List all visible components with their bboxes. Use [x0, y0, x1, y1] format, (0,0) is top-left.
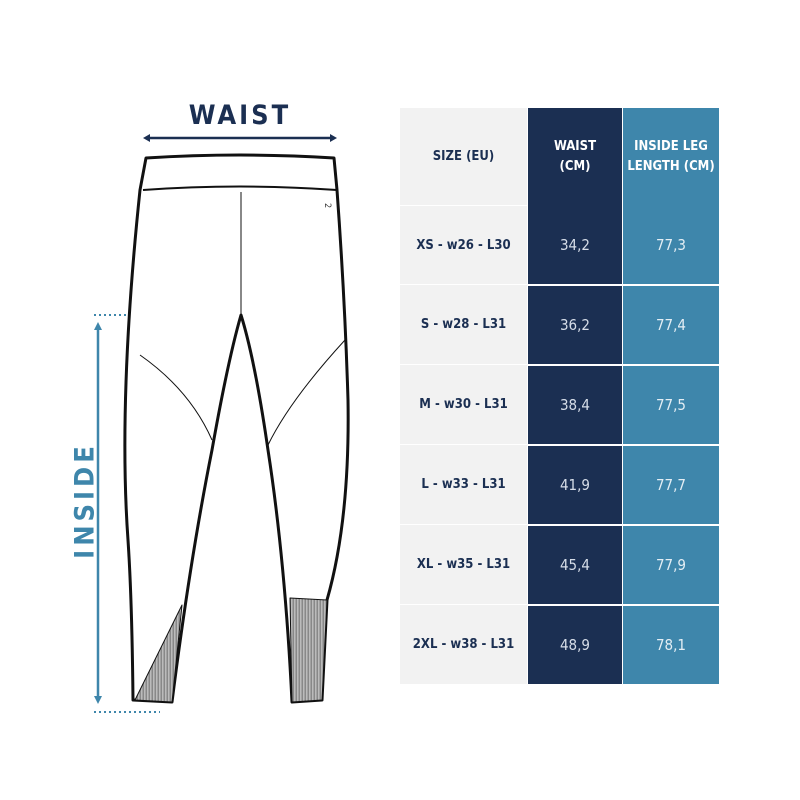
table-row: XL - w35 - L31 45,4 77,9: [400, 524, 719, 604]
size-cell: L - w33 - L31: [400, 444, 527, 524]
waist-cell: 34,2: [527, 205, 622, 284]
inside-leg-cell: 77,9: [622, 524, 719, 604]
table-row: XS - w26 - L30 34,2 77,3: [400, 205, 719, 284]
inside-leg-cell: 77,3: [622, 205, 719, 284]
waist-arrow: [143, 134, 337, 142]
logo-mark: 2: [322, 203, 332, 208]
waist-cell: 38,4: [527, 364, 622, 444]
inside-leg-cell: 78,1: [622, 604, 719, 684]
size-cell: S - w28 - L31: [400, 284, 527, 364]
inside-leg-cell: 77,5: [622, 364, 719, 444]
waist-cell: 36,2: [527, 284, 622, 364]
size-cell: 2XL - w38 - L31: [400, 604, 527, 684]
size-cell: XS - w26 - L30: [400, 205, 527, 284]
size-table: SIZE (EU) WAIST (CM) INSIDE LEG LENGTH (…: [400, 108, 719, 684]
inside-leg-arrow: [94, 314, 160, 713]
inside-leg-cell: 77,4: [622, 284, 719, 364]
inside-label: INSIDE: [69, 442, 101, 559]
table-row: S - w28 - L31 36,2 77,4: [400, 284, 719, 364]
table-row: L - w33 - L31 41,9 77,7: [400, 444, 719, 524]
header-size: SIZE (EU): [400, 108, 527, 205]
waist-cell: 45,4: [527, 524, 622, 604]
leggings-diagram: 2: [94, 134, 350, 713]
inside-leg-cell: 77,7: [622, 444, 719, 524]
size-cell: XL - w35 - L31: [400, 524, 527, 604]
leggings-outline: [123, 153, 350, 704]
table-row: 2XL - w38 - L31 48,9 78,1: [400, 604, 719, 684]
size-cell: M - w30 - L31: [400, 364, 527, 444]
header-row: SIZE (EU) WAIST (CM) INSIDE LEG LENGTH (…: [400, 108, 719, 205]
waist-label: WAIST: [188, 100, 292, 131]
waist-cell: 41,9: [527, 444, 622, 524]
table-row: M - w30 - L31 38,4 77,5: [400, 364, 719, 444]
waist-cell: 48,9: [527, 604, 622, 684]
header-waist: WAIST (CM): [527, 108, 622, 205]
header-inside-leg: INSIDE LEG LENGTH (CM): [622, 108, 719, 205]
